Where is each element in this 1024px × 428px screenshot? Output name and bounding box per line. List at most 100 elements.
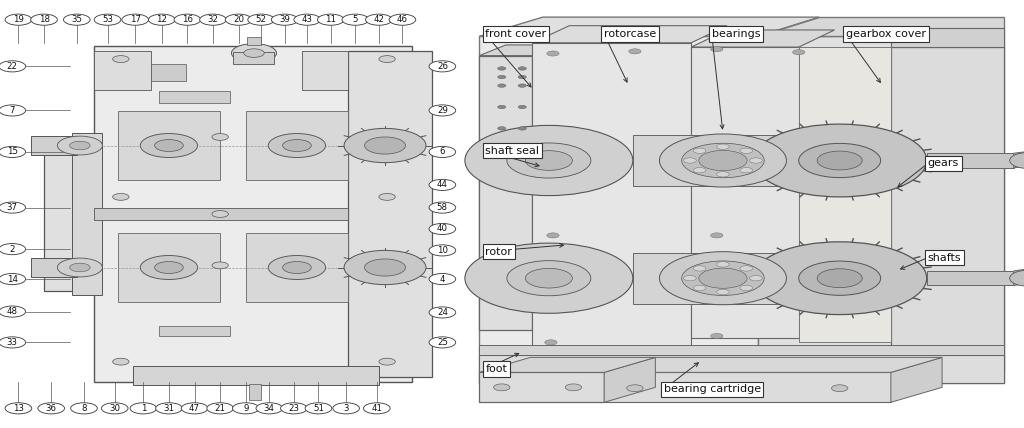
Circle shape bbox=[366, 14, 392, 25]
Circle shape bbox=[283, 140, 311, 152]
Circle shape bbox=[682, 261, 764, 295]
Polygon shape bbox=[891, 47, 1004, 372]
Circle shape bbox=[429, 105, 456, 116]
Text: 24: 24 bbox=[437, 308, 447, 317]
FancyBboxPatch shape bbox=[246, 111, 348, 180]
Circle shape bbox=[342, 14, 369, 25]
Circle shape bbox=[70, 263, 90, 272]
Circle shape bbox=[122, 14, 148, 25]
Circle shape bbox=[525, 151, 572, 170]
Text: 12: 12 bbox=[157, 15, 167, 24]
Circle shape bbox=[333, 403, 359, 414]
Circle shape bbox=[1010, 152, 1024, 169]
Circle shape bbox=[547, 51, 559, 56]
Circle shape bbox=[0, 202, 26, 213]
Text: 52: 52 bbox=[256, 15, 266, 24]
FancyBboxPatch shape bbox=[31, 136, 77, 155]
Circle shape bbox=[232, 403, 259, 414]
Text: 3: 3 bbox=[343, 404, 349, 413]
Circle shape bbox=[498, 127, 506, 130]
Polygon shape bbox=[691, 47, 799, 338]
Polygon shape bbox=[479, 372, 604, 402]
Circle shape bbox=[365, 259, 406, 276]
Circle shape bbox=[364, 403, 390, 414]
Text: 17: 17 bbox=[130, 15, 140, 24]
Text: 15: 15 bbox=[7, 147, 17, 157]
Circle shape bbox=[698, 150, 748, 171]
Circle shape bbox=[271, 14, 298, 25]
Circle shape bbox=[0, 273, 26, 285]
Circle shape bbox=[682, 143, 764, 178]
Circle shape bbox=[317, 14, 344, 25]
Circle shape bbox=[498, 75, 506, 79]
Circle shape bbox=[693, 168, 706, 173]
Circle shape bbox=[693, 148, 706, 153]
Polygon shape bbox=[1014, 268, 1024, 285]
Polygon shape bbox=[927, 271, 1014, 285]
Circle shape bbox=[518, 84, 526, 87]
Polygon shape bbox=[799, 47, 891, 342]
Circle shape bbox=[711, 333, 723, 339]
FancyBboxPatch shape bbox=[72, 133, 102, 295]
Text: 19: 19 bbox=[13, 15, 24, 24]
Circle shape bbox=[155, 140, 183, 152]
Circle shape bbox=[750, 158, 762, 163]
Circle shape bbox=[0, 306, 26, 317]
Text: 37: 37 bbox=[7, 203, 17, 212]
Circle shape bbox=[507, 261, 591, 296]
Circle shape bbox=[174, 14, 201, 25]
Text: 11: 11 bbox=[326, 15, 336, 24]
FancyBboxPatch shape bbox=[118, 233, 220, 302]
Text: 51: 51 bbox=[313, 404, 324, 413]
Circle shape bbox=[5, 14, 32, 25]
FancyBboxPatch shape bbox=[151, 64, 186, 81]
Circle shape bbox=[729, 385, 745, 392]
Circle shape bbox=[429, 273, 456, 285]
Circle shape bbox=[429, 307, 456, 318]
Polygon shape bbox=[479, 45, 558, 56]
FancyBboxPatch shape bbox=[94, 46, 412, 382]
Circle shape bbox=[212, 262, 228, 269]
Circle shape bbox=[711, 233, 723, 238]
Text: 1: 1 bbox=[140, 404, 146, 413]
Polygon shape bbox=[479, 345, 1004, 355]
Circle shape bbox=[429, 223, 456, 235]
Circle shape bbox=[629, 49, 641, 54]
Polygon shape bbox=[532, 43, 691, 355]
Polygon shape bbox=[691, 30, 835, 47]
Circle shape bbox=[498, 67, 506, 70]
Text: 43: 43 bbox=[302, 15, 312, 24]
Text: 35: 35 bbox=[72, 15, 82, 24]
Circle shape bbox=[753, 242, 927, 315]
Text: 7: 7 bbox=[9, 106, 15, 115]
Circle shape bbox=[130, 403, 157, 414]
Text: rotorcase: rotorcase bbox=[604, 29, 656, 39]
Circle shape bbox=[0, 105, 26, 116]
Text: 20: 20 bbox=[233, 15, 244, 24]
FancyBboxPatch shape bbox=[348, 51, 432, 377]
Text: shafts: shafts bbox=[928, 253, 962, 263]
Circle shape bbox=[717, 144, 729, 149]
Text: 47: 47 bbox=[189, 404, 200, 413]
Text: 53: 53 bbox=[102, 15, 113, 24]
Circle shape bbox=[57, 136, 102, 155]
Circle shape bbox=[71, 403, 97, 414]
Circle shape bbox=[711, 47, 723, 52]
FancyBboxPatch shape bbox=[302, 51, 348, 90]
Circle shape bbox=[283, 262, 311, 273]
Polygon shape bbox=[604, 357, 655, 402]
FancyBboxPatch shape bbox=[233, 52, 274, 64]
FancyBboxPatch shape bbox=[94, 208, 348, 220]
Polygon shape bbox=[479, 17, 819, 36]
Circle shape bbox=[740, 168, 753, 173]
Text: gearbox cover: gearbox cover bbox=[846, 29, 926, 39]
Text: 33: 33 bbox=[7, 338, 17, 347]
Circle shape bbox=[429, 61, 456, 72]
Circle shape bbox=[429, 245, 456, 256]
Circle shape bbox=[225, 14, 252, 25]
Text: 14: 14 bbox=[7, 274, 17, 284]
Circle shape bbox=[717, 172, 729, 177]
Circle shape bbox=[379, 193, 395, 200]
Circle shape bbox=[799, 143, 881, 178]
Text: 22: 22 bbox=[7, 62, 17, 71]
